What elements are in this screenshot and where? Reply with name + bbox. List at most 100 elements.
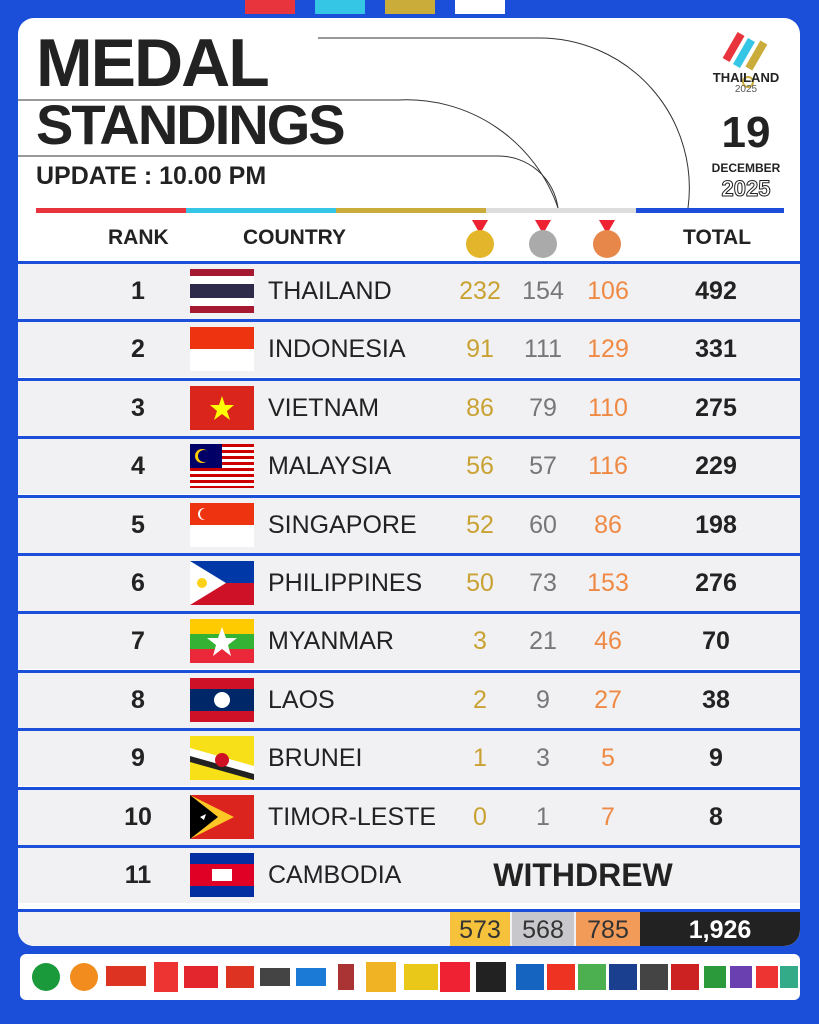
table-row: 2 INDONESIA 91 111 129 331	[18, 319, 800, 378]
flag	[190, 677, 254, 722]
silver-count: 79	[529, 393, 557, 422]
rank: 7	[131, 627, 145, 656]
gold-count: 86	[466, 393, 494, 422]
decor	[18, 32, 784, 213]
flag	[190, 853, 254, 897]
flag	[190, 794, 254, 839]
table-row: 3 VIETNAM 86 79 110 275	[18, 377, 800, 436]
table-row: 7 MYANMAR 3 21 46 70	[18, 611, 800, 670]
silver-count: 154	[522, 277, 564, 305]
silver-count: 111	[523, 335, 562, 364]
total-count: 492	[695, 277, 737, 305]
rank: 6	[131, 569, 145, 597]
flag	[190, 385, 254, 430]
bronze-count: 27	[594, 685, 622, 714]
bronze-count: 153	[587, 569, 629, 597]
gold-count: 232	[459, 277, 501, 305]
date-year: 2025	[721, 176, 771, 202]
bronze-count: 129	[587, 335, 629, 364]
gold-count: 52	[466, 510, 494, 539]
country: MALAYSIA	[268, 452, 392, 481]
bronze-count: 46	[594, 627, 622, 656]
total-gold: 573	[450, 912, 510, 946]
table-row: 11 CAMBODIA WITHDREW	[18, 845, 800, 903]
country: CAMBODIA	[268, 861, 402, 889]
date-day: 19	[721, 108, 771, 157]
country: PHILIPPINES	[268, 569, 423, 597]
title: MEDAL	[36, 25, 270, 101]
total-count: 275	[695, 393, 737, 422]
bronze-count: 116	[588, 452, 628, 481]
country: INDONESIA	[268, 335, 406, 364]
medal-icons	[466, 220, 621, 258]
rank: 9	[131, 744, 145, 773]
total-count: 70	[702, 627, 730, 656]
table-row: 9 BRUNEI 1 3 5 9	[18, 728, 800, 787]
total-all: 1,926	[640, 912, 800, 946]
gold-count: 50	[466, 569, 494, 597]
country: BRUNEI	[268, 744, 363, 773]
flag	[190, 327, 254, 372]
table-row: 1 THAILAND 232 154 106 492	[18, 261, 800, 319]
status: WITHDREW	[493, 857, 673, 893]
total-count: 38	[702, 685, 730, 714]
totals-row: 573 568 785 1,926	[18, 909, 800, 946]
total-count: 9	[709, 744, 723, 773]
country: THAILAND	[268, 277, 392, 305]
rank: 2	[131, 335, 145, 364]
date-month: DECEMBER	[711, 161, 781, 175]
update-time: UPDATE : 10.00 PM	[36, 162, 267, 190]
logo-year: 2025	[734, 84, 758, 95]
country: MYANMAR	[268, 627, 394, 656]
silver-count: 1	[536, 802, 550, 831]
table-row: 5 SINGAPORE 52 60 86 198	[18, 494, 800, 553]
bronze-count: 110	[588, 393, 628, 422]
rank: 3	[131, 393, 145, 422]
country: SINGAPORE	[268, 510, 417, 539]
silver-count: 3	[536, 744, 550, 773]
silver-count: 9	[536, 685, 550, 714]
bronze-count: 7	[601, 802, 615, 831]
flag	[190, 444, 254, 489]
total-count: 276	[695, 569, 737, 597]
rank: 8	[131, 685, 145, 714]
title: STANDINGS	[36, 93, 346, 156]
flag	[190, 269, 254, 313]
total-count: 8	[709, 802, 723, 831]
strip	[315, 0, 365, 14]
rank: 1	[131, 277, 145, 305]
total-count: 229	[695, 452, 737, 481]
flag	[190, 561, 254, 605]
gold-count: 3	[473, 627, 487, 656]
total-bronze: 785	[576, 912, 640, 946]
rank: 11	[124, 861, 152, 889]
flag	[190, 619, 254, 664]
bronze-count: 5	[601, 744, 615, 773]
sponsor-bar	[20, 954, 800, 1000]
logo-name: THAILAND	[712, 70, 780, 85]
rank: 5	[131, 510, 145, 539]
table-row: 6 PHILIPPINES 50 73 153 276	[18, 553, 800, 611]
gold-count: 2	[473, 685, 487, 714]
rank: 10	[124, 802, 152, 831]
country: TIMOR-LESTE	[268, 802, 437, 831]
strip	[245, 0, 295, 14]
flag	[190, 736, 254, 781]
column-header: TOTAL	[683, 226, 752, 249]
total-count: 331	[695, 335, 737, 364]
strip	[385, 0, 435, 14]
column-header: COUNTRY	[243, 226, 347, 249]
sponsor-logos	[32, 962, 798, 992]
bronze-count: 106	[587, 277, 629, 305]
table-row: 4 MALAYSIA 56 57 116 229	[18, 436, 800, 495]
gold-count: 1	[473, 744, 487, 773]
table-row: 10 TIMOR-LESTE 0 1 7 8	[18, 786, 800, 845]
strip	[455, 0, 505, 14]
flag	[190, 502, 254, 547]
column-header: RANK	[108, 226, 169, 249]
total-count: 198	[695, 510, 737, 539]
bronze-count: 86	[594, 510, 622, 539]
silver-count: 60	[529, 510, 557, 539]
gold-count: 56	[466, 452, 494, 481]
